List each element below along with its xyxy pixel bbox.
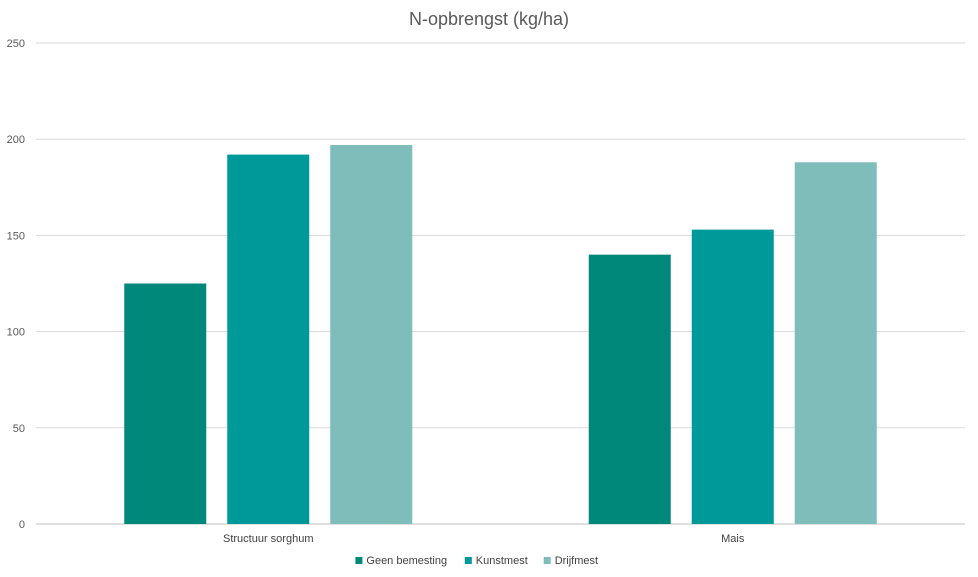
bar-drijfmest-mais xyxy=(794,162,877,524)
legend-label: Kunstmest xyxy=(476,555,528,567)
y-tick-label: 100 xyxy=(7,327,25,339)
legend-label: Geen bemesting xyxy=(366,555,447,567)
x-category-label: Structuur sorghum xyxy=(223,533,313,545)
y-axis: 0 50 100 150 200 250 xyxy=(7,38,25,531)
bar-drijfmest-structuur-sorghum xyxy=(330,144,413,525)
legend: Geen bemesting Kunstmest Drijfmest xyxy=(355,555,598,567)
y-tick-label: 50 xyxy=(13,423,25,435)
x-category-label: Mais xyxy=(721,533,745,545)
legend-swatch xyxy=(464,557,472,564)
bar-geen-bemesting-mais xyxy=(588,254,671,524)
y-tick-label: 0 xyxy=(19,519,25,531)
y-tick-label: 250 xyxy=(7,38,25,50)
bar-kunstmest-mais xyxy=(691,229,774,525)
legend-swatch xyxy=(355,557,363,564)
chart-title: N-opbrengst (kg/ha) xyxy=(409,9,569,29)
bar-geen-bemesting-structuur-sorghum xyxy=(124,283,207,524)
bars xyxy=(124,144,877,525)
y-tick-label: 200 xyxy=(7,134,25,146)
y-tick-label: 150 xyxy=(7,230,25,242)
x-axis: Structuur sorghum Mais xyxy=(223,533,745,545)
legend-label: Drijfmest xyxy=(555,555,598,567)
bar-kunstmest-structuur-sorghum xyxy=(227,154,310,525)
legend-swatch xyxy=(543,557,551,564)
